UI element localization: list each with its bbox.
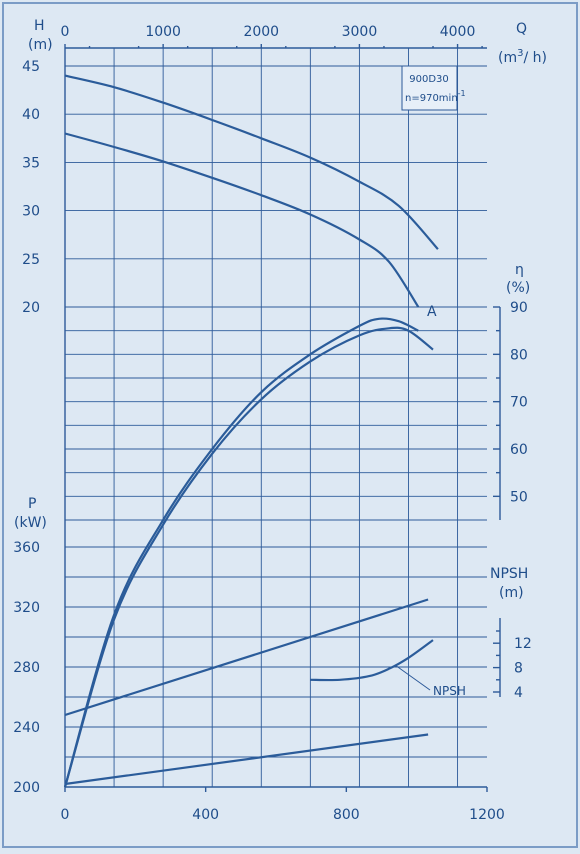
head-axis-tick-label: 25 [22,252,40,268]
npsh-curve-label: NPSH [433,684,466,698]
npsh-axis-tick-label: 12 [514,636,532,652]
power-axis-unit: (kW) [14,515,47,531]
head-axis-tick-label: 20 [22,300,40,316]
eff-axis-tick-label: 50 [510,489,528,505]
head-axis-label: H [34,18,45,34]
npsh-axis-label: NPSH [490,566,528,582]
head-curve [64,74,439,250]
model-text: 900D30 [409,74,449,85]
bottom-axis-tick-label: 1200 [469,807,505,823]
head-curve [64,132,420,308]
eff-axis-label: η [515,262,524,278]
top-axis-tick-label: 2000 [243,24,279,40]
flow-unit-suffix: / h) [523,50,547,66]
flow-axis-unit: (m3/ h) [498,48,547,66]
speed-text-exp: -1 [458,89,466,98]
eff-axis-tick-label: 90 [510,300,528,316]
curves [63,74,439,788]
npsh-curve [310,639,434,682]
speed-text-main: n=970min [405,93,458,104]
axes [64,44,501,792]
head-axis-tick-label: 30 [22,204,40,220]
top-axis-tick-label: 1000 [145,24,181,40]
model-note-box: 900D30 n=970min-1 [401,65,466,111]
eff-axis-tick-label: 70 [510,395,528,411]
head-axis-tick-label: 40 [22,107,40,123]
power-axis-tick-label: 240 [13,720,40,736]
curve-label-a: A [427,304,437,320]
top-axis-tick-label: 4000 [440,24,476,40]
power-axis-tick-label: 200 [13,780,40,796]
power-axis-tick-label: 280 [13,660,40,676]
npsh-axis-tick-label: 8 [514,661,523,677]
eff-axis-tick-label: 80 [510,347,528,363]
head-axis-unit: (m) [28,37,53,53]
head-axis-tick-label: 45 [22,59,40,75]
eff-axis-tick-label: 60 [510,442,528,458]
power-axis-label: P [28,496,36,512]
top-axis-tick-label: 3000 [342,24,378,40]
eff-axis-unit: (%) [506,280,530,296]
flow-axis-label: Q [516,21,527,37]
power-curve [64,598,429,717]
npsh-axis-unit: (m) [499,585,524,601]
speed-text: n=970min-1 [405,89,466,104]
head-axis-tick-label: 35 [22,155,40,171]
npsh-leader-line [394,664,431,691]
efficiency-curve [63,326,434,788]
flow-unit-exp: 3 [517,48,523,59]
power-axis-tick-label: 320 [13,600,40,616]
labels: 0 1000 2000 3000 4000 0 400 800 1200 45 40 35 30 25 20… [13,24,532,823]
bottom-axis-tick-label: 800 [333,807,360,823]
top-axis-tick-label: 0 [61,24,70,40]
flow-unit-prefix: (m [498,50,517,66]
power-curve [64,733,429,786]
npsh-axis-tick-label: 4 [514,685,523,701]
power-axis-tick-label: 360 [13,540,40,556]
efficiency-curve [63,317,419,788]
bottom-axis-tick-label: 0 [61,807,70,823]
bottom-axis-tick-label: 400 [192,807,219,823]
